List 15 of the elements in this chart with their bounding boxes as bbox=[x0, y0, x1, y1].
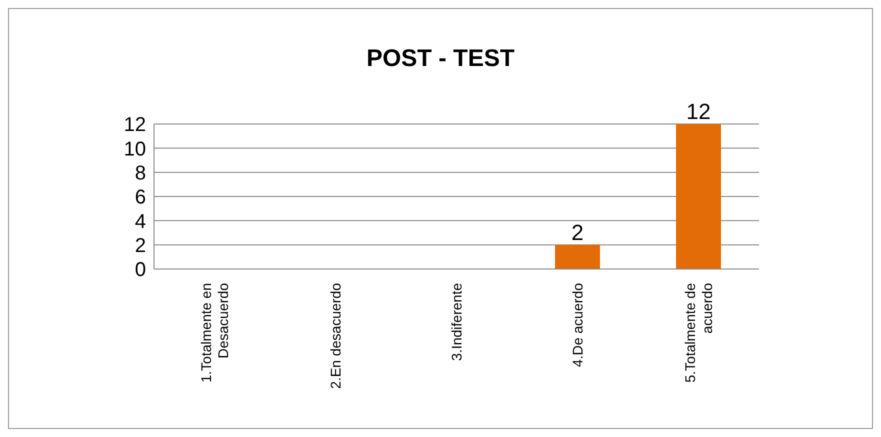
x-tick-label: 1.Totalmente en Desacuerdo bbox=[198, 282, 231, 383]
y-tick-label: 8 bbox=[134, 162, 146, 184]
x-tick-label: 5.Totalmente de acuerdo bbox=[682, 282, 715, 383]
data-label: 12 bbox=[686, 99, 711, 124]
chart-title: POST - TEST bbox=[365, 45, 516, 73]
x-tick-label: 2.En desacuerdo bbox=[328, 282, 344, 389]
y-tick-label: 4 bbox=[134, 210, 146, 233]
y-tick-label: 2 bbox=[134, 234, 146, 257]
y-tick-label: 10 bbox=[124, 138, 146, 160]
y-tick-label: 0 bbox=[134, 259, 146, 282]
x-tick-label: 4.De acuerdo bbox=[570, 282, 586, 368]
y-tick-label: 6 bbox=[134, 186, 146, 209]
y-tick-label: 12 bbox=[124, 114, 146, 136]
x-tick-label: 3.Indiferente bbox=[448, 282, 464, 361]
data-label: 2 bbox=[571, 220, 584, 245]
